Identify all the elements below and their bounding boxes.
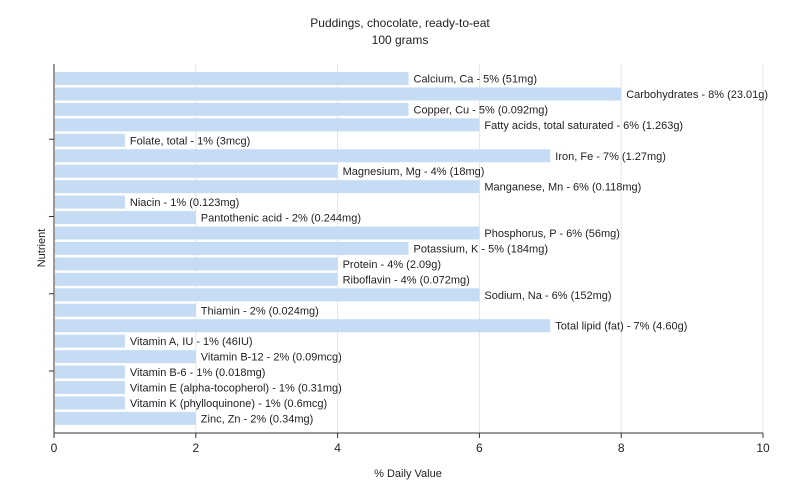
bar <box>55 226 480 240</box>
bar <box>55 272 338 286</box>
y-axis-label: Nutrient <box>36 229 48 268</box>
bar <box>55 319 551 333</box>
bars: Calcium, Ca - 5% (51mg) Carbohydrates - 8… <box>55 72 768 425</box>
bar-label: Niacin - 1% (0.123mg) <box>130 197 239 209</box>
bar-label: Zinc, Zn - 2% (0.34mg) <box>201 413 313 425</box>
bar <box>55 288 480 302</box>
bar <box>55 334 125 348</box>
bar-label: Protein - 4% (2.09g) <box>343 259 441 271</box>
bar-label: Sodium, Na - 6% (152mg) <box>484 290 611 302</box>
bar <box>55 241 409 255</box>
bar <box>55 303 196 317</box>
x-axis-label: % Daily Value <box>374 468 442 480</box>
bar-label: Carbohydrates - 8% (23.01g) <box>626 89 768 101</box>
bar <box>55 149 551 163</box>
bar-label: Folate, total - 1% (3mcg) <box>130 135 250 147</box>
bar-label: Copper, Cu - 5% (0.092mg) <box>414 104 549 116</box>
bar-label: Phosphorus, P - 6% (56mg) <box>484 228 620 240</box>
bar <box>55 87 622 101</box>
bar <box>55 381 125 394</box>
bar-label: Iron, Fe - 7% (1.27mg) <box>555 151 666 163</box>
bar-label: Vitamin B-6 - 1% (0.018mg) <box>130 367 266 379</box>
bar-label: Thiamin - 2% (0.024mg) <box>201 305 319 317</box>
bar-label: Vitamin E (alpha-tocopherol) - 1% (0.31m… <box>130 383 342 395</box>
bar <box>55 211 196 225</box>
bar <box>55 180 480 194</box>
bar <box>55 411 196 425</box>
bar-label: Pantothenic acid - 2% (0.244mg) <box>201 213 361 225</box>
bar-label: Magnesium, Mg - 4% (18mg) <box>343 166 485 178</box>
bar <box>55 164 338 178</box>
bar-label: Vitamin A, IU - 1% (46IU) <box>130 336 253 348</box>
bar-label: Fatty acids, total saturated - 6% (1.263… <box>484 120 683 132</box>
x-tick-label: 4 <box>334 441 341 455</box>
bar-label: Total lipid (fat) - 7% (4.60g) <box>555 321 687 333</box>
bar-label: Vitamin B-12 - 2% (0.09mcg) <box>201 352 342 364</box>
x-tick-label: 0 <box>51 441 58 455</box>
bar-label: Vitamin K (phylloquinone) - 1% (0.6mcg) <box>130 398 327 410</box>
bar <box>55 133 125 147</box>
bar-label: Calcium, Ca - 5% (51mg) <box>414 74 537 86</box>
axes: 0 2 4 6 8 10 <box>49 64 770 455</box>
bar <box>55 350 196 364</box>
bar <box>55 102 409 116</box>
bar-label: Potassium, K - 5% (184mg) <box>414 243 549 255</box>
bar <box>55 257 338 271</box>
bar <box>55 195 125 209</box>
chart-title: Puddings, chocolate, ready-to-eat <box>310 16 490 30</box>
bar-label: Riboflavin - 4% (0.072mg) <box>343 274 470 286</box>
x-tick-label: 8 <box>618 441 625 455</box>
bar-label: Manganese, Mn - 6% (0.118mg) <box>484 182 641 194</box>
chart-subtitle: 100 grams <box>371 33 429 47</box>
bar <box>55 118 480 132</box>
x-tick-label: 10 <box>756 441 770 455</box>
bar <box>55 396 125 410</box>
bar <box>55 365 125 379</box>
x-tick-label: 6 <box>476 441 483 455</box>
x-tick-label: 2 <box>192 441 199 455</box>
bar <box>55 72 409 85</box>
